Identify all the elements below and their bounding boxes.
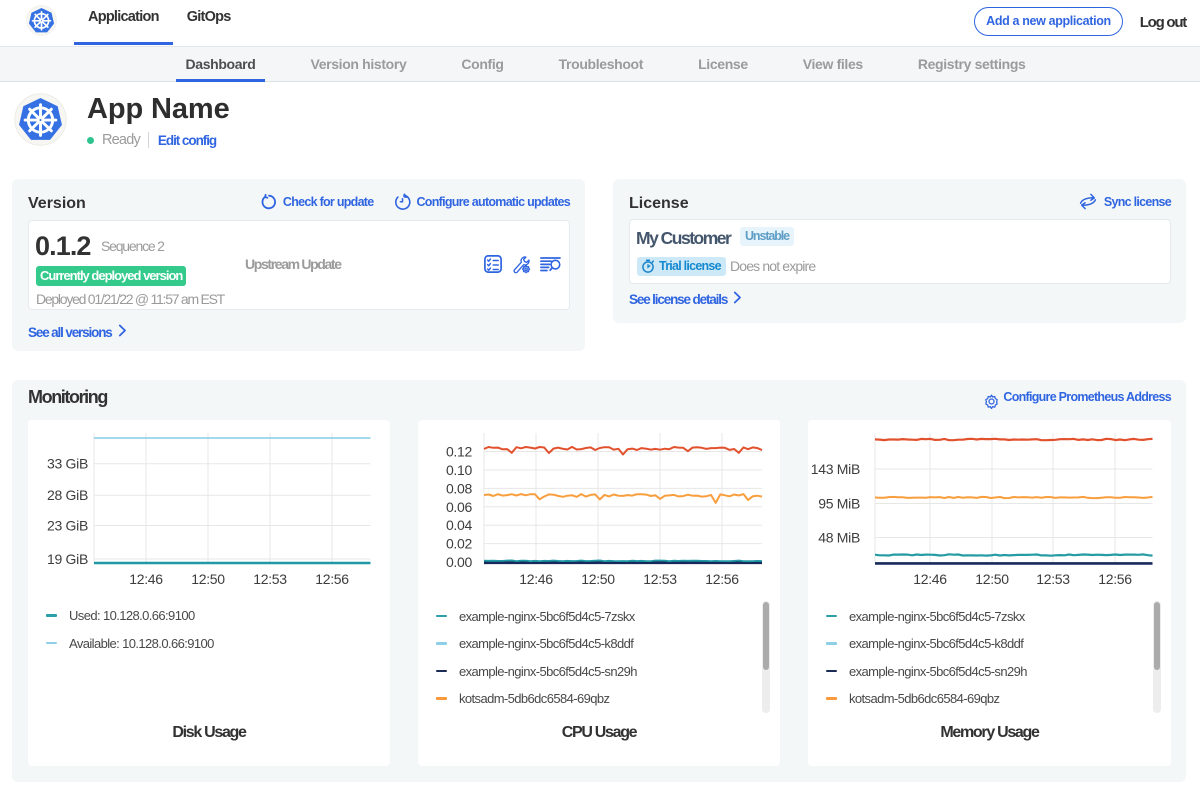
svg-text:19 GiB: 19 GiB [47,551,88,567]
svg-text:12:46: 12:46 [913,571,947,587]
svg-text:143 MiB: 143 MiB [811,461,860,477]
svg-text:12:56: 12:56 [1098,571,1132,587]
svg-text:0.08: 0.08 [446,480,473,496]
svg-text:12:46: 12:46 [519,571,553,587]
svg-text:12:53: 12:53 [1036,571,1070,587]
svg-text:23 GiB: 23 GiB [47,518,88,534]
svg-text:12:56: 12:56 [705,571,739,587]
svg-text:0.12: 0.12 [446,444,473,460]
svg-text:12:56: 12:56 [315,571,349,587]
svg-text:12:46: 12:46 [129,571,163,587]
svg-text:12:50: 12:50 [581,571,615,587]
svg-text:0.02: 0.02 [446,536,473,552]
svg-text:0.06: 0.06 [446,499,473,515]
svg-text:12:50: 12:50 [191,571,225,587]
svg-text:0.10: 0.10 [446,462,473,478]
svg-text:12:53: 12:53 [643,571,677,587]
svg-text:28 GiB: 28 GiB [47,487,88,503]
svg-text:33 GiB: 33 GiB [47,456,88,472]
svg-text:0.00: 0.00 [446,554,473,570]
svg-text:48 MiB: 48 MiB [818,530,860,546]
svg-text:12:50: 12:50 [975,571,1009,587]
svg-text:95 MiB: 95 MiB [818,496,860,512]
svg-text:12:53: 12:53 [253,571,287,587]
svg-text:0.04: 0.04 [446,517,473,533]
